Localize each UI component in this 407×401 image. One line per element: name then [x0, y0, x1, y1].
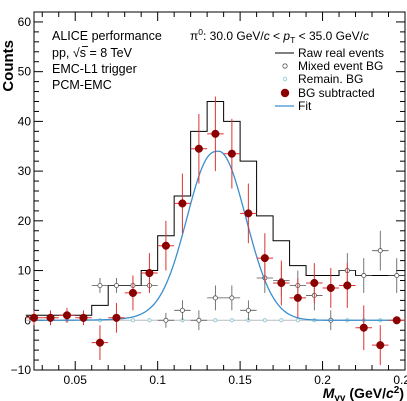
fit-curve	[34, 150, 401, 321]
legend-raw-label: Raw real events	[298, 46, 384, 60]
subtracted-point	[343, 281, 352, 290]
legend-mixed-label: Mixed event BG	[298, 59, 383, 73]
subtracted-point	[227, 149, 236, 158]
annotation-trigger: EMC-L1 trigger	[52, 62, 137, 76]
subtracted-point	[310, 278, 319, 288]
subtracted-point	[244, 209, 253, 218]
annotation-energy: pp, √s = 8 TeV	[52, 46, 133, 60]
mixed-point	[229, 295, 235, 301]
subtracted-point	[145, 268, 154, 278]
y-tick-label: −10	[11, 363, 32, 377]
subtracted-point	[128, 288, 137, 297]
subtracted-point	[392, 316, 401, 325]
subtracted-point	[326, 283, 335, 293]
x-tick-label: 0.15	[228, 373, 252, 387]
subtracted-point	[161, 241, 170, 250]
subtracted-point	[376, 341, 385, 350]
subtracted-point	[260, 254, 269, 263]
remain-point	[147, 318, 152, 323]
legend-entry-mixed: Mixed event BG	[282, 59, 383, 73]
remain-point	[229, 318, 234, 323]
remain-point	[213, 318, 218, 323]
subtracted-point	[29, 313, 39, 322]
mixed-point	[196, 317, 202, 323]
remain-point	[295, 318, 300, 323]
axis-ticks	[34, 11, 406, 371]
subtracted-point	[95, 338, 105, 347]
subtracted-point	[79, 313, 88, 322]
mixed-point	[361, 273, 367, 279]
legend-remain-label: Remain. BG	[298, 72, 363, 86]
x-tick-label: 0.1	[149, 373, 166, 387]
mixed-point	[245, 307, 251, 313]
remain-point	[130, 318, 135, 323]
legend-remain-swatch	[282, 76, 288, 82]
remain-point	[279, 318, 284, 323]
legend-subtracted-swatch	[280, 88, 290, 98]
subtracted-point	[277, 278, 286, 288]
subtracted-point	[211, 129, 220, 138]
x-axis-label: Mγγ (GeV/c2)	[323, 385, 404, 401]
x-tick-labels: 0.05 0.1 0.15 0.2 0.25	[64, 373, 407, 387]
mixed-point	[113, 282, 119, 288]
legend-entry-subtracted: BG subtracted	[280, 86, 375, 100]
x-tick-label: 0.05	[64, 373, 88, 387]
annotation-alice-performance: ALICE performance	[52, 29, 162, 43]
annotation-pt-range: π0: 30.0 GeV/c < pT < 35.0 GeV/c	[190, 27, 369, 45]
mixed-point	[179, 307, 185, 313]
mixed-point	[394, 273, 400, 279]
series-raw-real-events	[25, 101, 405, 316]
legend: Raw real events Mixed event BG Remain. B…	[275, 46, 384, 113]
y-tick-label: 50	[18, 65, 32, 79]
subtracted-point	[112, 313, 121, 322]
legend-subtracted-label: BG subtracted	[298, 86, 375, 100]
raw-step-line	[25, 101, 405, 316]
y-tick-label: 40	[18, 114, 32, 128]
series-bg-subtracted	[25, 96, 405, 366]
remain-point	[262, 318, 267, 323]
annotation-method: PCM-EMC	[52, 78, 112, 92]
x-tick-label: 0.2	[314, 373, 331, 387]
y-tick-label: 10	[18, 264, 32, 278]
subtracted-point	[293, 293, 302, 302]
series-fit	[34, 150, 401, 321]
y-axis-label: Counts	[0, 40, 17, 92]
mixed-point	[163, 317, 169, 323]
subtracted-point	[178, 199, 187, 208]
mixed-point	[212, 295, 218, 301]
y-tick-label: 60	[18, 15, 32, 29]
mixed-point	[97, 282, 103, 288]
subtracted-point	[194, 144, 203, 153]
subtracted-point	[62, 311, 72, 320]
legend-entry-fit: Fit	[275, 99, 312, 113]
mixed-point	[377, 248, 383, 254]
legend-fit-label: Fit	[298, 99, 312, 113]
subtracted-point	[46, 313, 55, 322]
legend-entry-raw: Raw real events	[275, 46, 384, 60]
legend-entry-remain: Remain. BG	[282, 72, 363, 86]
y-tick-label: 20	[18, 214, 32, 228]
legend-mixed-swatch	[282, 63, 288, 69]
y-tick-label: 30	[18, 164, 32, 178]
x-tick-label: 0.25	[393, 373, 407, 387]
subtracted-point	[359, 323, 368, 332]
